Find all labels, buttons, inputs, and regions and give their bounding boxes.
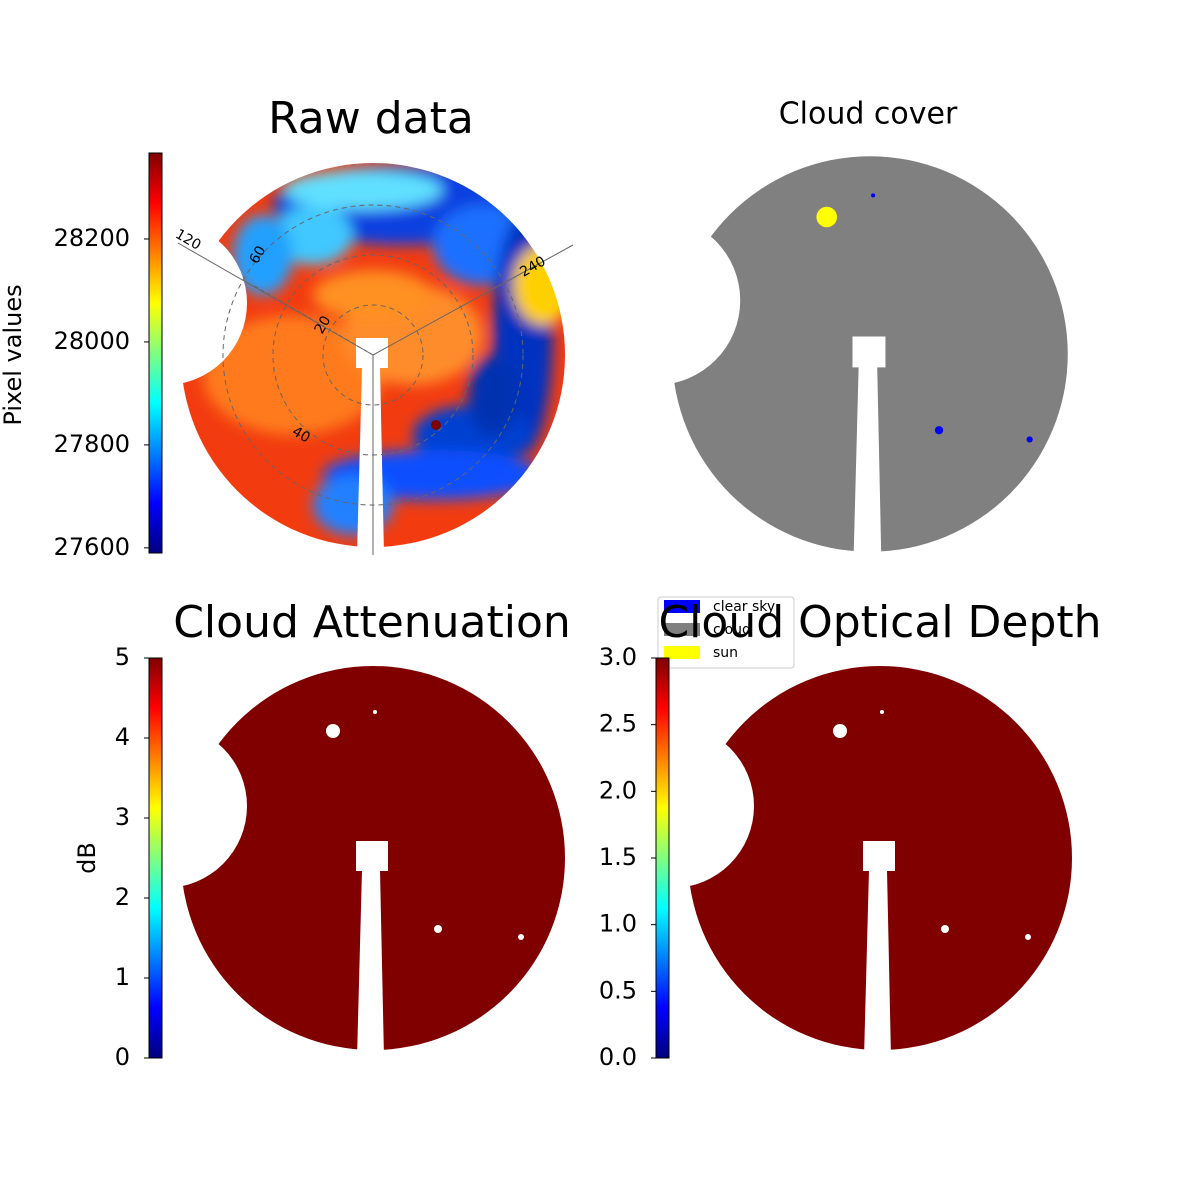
colorbar-tick-label: 1 xyxy=(115,963,130,991)
sky-spot xyxy=(431,420,441,430)
sky-fill xyxy=(680,658,1080,1058)
polar-label: 60 xyxy=(247,243,270,266)
legend-swatch xyxy=(664,623,700,636)
colorbar xyxy=(655,657,670,1059)
sky-masked xyxy=(680,658,1080,1058)
sky-feature xyxy=(833,724,847,738)
sky-blob xyxy=(468,355,518,435)
legend-swatch xyxy=(664,646,700,659)
colorbar-tick-label: 5 xyxy=(115,643,130,671)
sky-blob xyxy=(513,245,573,325)
colorbar-label: Pixel values xyxy=(0,284,27,425)
sky-feature xyxy=(518,934,524,940)
colorbar-tick-label: 0.0 xyxy=(599,1043,637,1071)
sky-feature xyxy=(880,710,884,714)
colorbar-label: dB xyxy=(73,842,101,874)
colorbar-tick-label: 3.0 xyxy=(599,643,637,671)
colorbar-tick-label: 0.5 xyxy=(599,976,637,1004)
sky-feature xyxy=(941,925,949,933)
polar-grid xyxy=(177,204,574,555)
sky-masked xyxy=(664,148,1076,560)
polar-spoke xyxy=(372,244,574,356)
panels: Raw data12060204024027600278002800028200… xyxy=(0,93,1102,1071)
colorbar xyxy=(148,657,163,1059)
polar-spoke xyxy=(252,284,374,356)
legend: clear sky cloud sun xyxy=(657,596,795,669)
sky-blob xyxy=(283,170,443,210)
colorbar-tick-label: 27600 xyxy=(54,533,130,561)
legend-swatch xyxy=(664,600,700,613)
colorbar-tick-label: 1.5 xyxy=(599,843,637,871)
sky-image xyxy=(680,658,1080,1058)
sky-feature xyxy=(871,193,876,198)
sky-blob xyxy=(273,205,353,265)
panel-title: Raw data xyxy=(268,93,474,144)
sky-feature xyxy=(434,925,442,933)
panel-title: Cloud cover xyxy=(779,97,958,132)
polar-label: 40 xyxy=(289,424,312,447)
sky-feature xyxy=(373,710,377,714)
sky-image xyxy=(664,148,1076,560)
colorbar xyxy=(148,152,163,554)
sky-blob xyxy=(233,215,293,295)
sky-feature xyxy=(816,206,838,228)
panel-title: Cloud Attenuation xyxy=(173,597,571,648)
colorbar-tick-label: 2.5 xyxy=(599,710,637,738)
polar-ring xyxy=(322,304,424,406)
colorbar-tick-label: 28200 xyxy=(54,224,130,252)
sky-fill xyxy=(173,658,573,1058)
legend-label: clear sky xyxy=(713,599,775,615)
sky-feature xyxy=(934,426,944,435)
legend-label: cloud xyxy=(713,622,751,638)
sky-masked xyxy=(173,155,573,555)
colorbar-tick-label: 2.0 xyxy=(599,776,637,804)
panel-title: Cloud Optical Depth xyxy=(658,597,1101,648)
legend-label: sun xyxy=(713,645,738,661)
sky-feature xyxy=(1026,436,1033,443)
sky-texture xyxy=(203,165,573,535)
sky-feature xyxy=(1025,934,1031,940)
sky-masked xyxy=(173,658,573,1058)
polar-label: 20 xyxy=(312,313,335,336)
colorbar-tick-label: 3 xyxy=(115,803,130,831)
colorbar-tick-label: 2 xyxy=(115,883,130,911)
colorbar-tick-label: 1.0 xyxy=(599,910,637,938)
colorbar-tick-label: 0 xyxy=(115,1043,130,1071)
colorbar-tick-label: 4 xyxy=(115,723,130,751)
colorbar-tick-label: 27800 xyxy=(54,430,130,458)
sky-blob xyxy=(313,270,433,320)
sky-blob xyxy=(203,315,383,435)
sky-image xyxy=(173,658,573,1058)
colorbar-tick-label: 28000 xyxy=(54,327,130,355)
sky-fill xyxy=(664,148,1076,560)
sky-feature xyxy=(326,724,340,738)
